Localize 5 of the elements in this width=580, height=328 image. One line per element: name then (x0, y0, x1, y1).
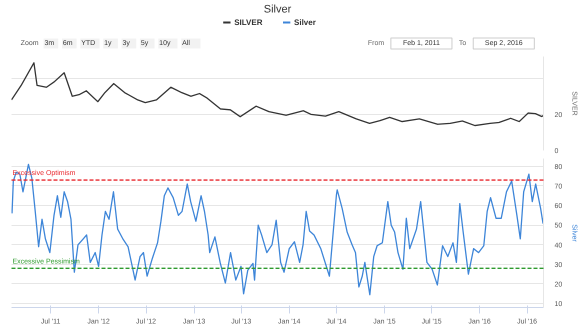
line-series (12, 164, 544, 296)
chart-title: Silver (264, 4, 292, 16)
legend-label: Silver (294, 18, 316, 27)
line-series (12, 62, 544, 126)
legend-label: SILVER (234, 18, 263, 27)
